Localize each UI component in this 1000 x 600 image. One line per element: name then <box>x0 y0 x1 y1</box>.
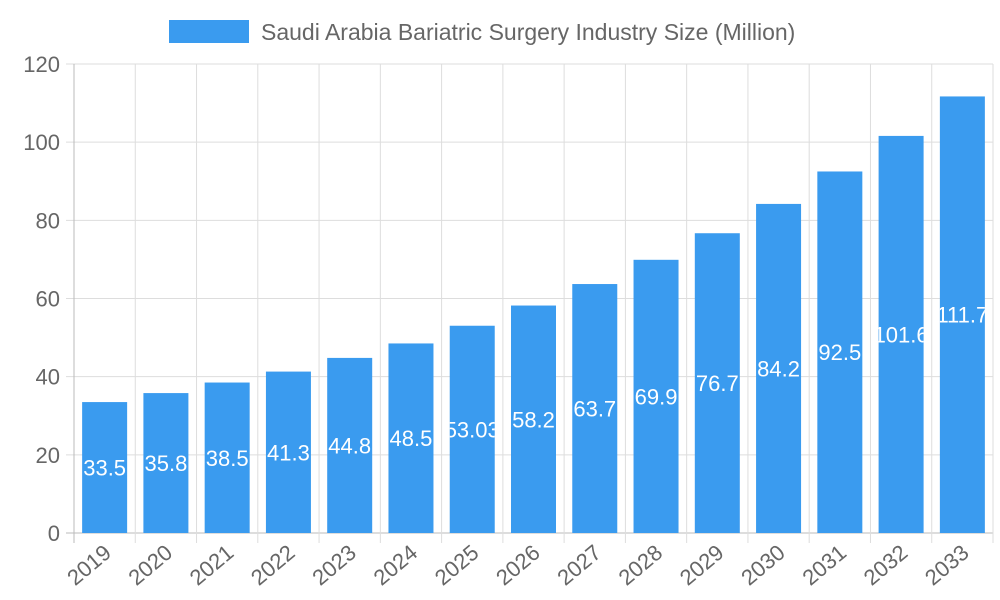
x-tick-label: 2029 <box>675 540 729 591</box>
bar <box>878 135 924 533</box>
bar <box>572 284 618 533</box>
y-tick-label: 20 <box>36 443 60 468</box>
bar-value-label: 33.5 <box>83 456 126 481</box>
y-tick-label: 0 <box>48 521 60 546</box>
bar-value-label: 111.7 <box>936 303 988 328</box>
x-tick-label: 2031 <box>797 540 851 591</box>
x-tick-label: 2030 <box>736 540 790 591</box>
bar <box>633 259 679 533</box>
bar <box>756 203 802 533</box>
x-tick-label: 2027 <box>552 540 606 591</box>
bar-value-label: 101.6 <box>874 322 929 347</box>
x-tick-label: 2023 <box>307 540 361 591</box>
gridlines <box>66 63 994 543</box>
bar <box>449 325 495 533</box>
bar-value-label: 84.2 <box>757 356 800 381</box>
x-tick-label: 2021 <box>185 540 239 591</box>
y-tick-label: 60 <box>36 287 60 312</box>
x-tick-label: 2032 <box>859 540 913 591</box>
x-tick-label: 2022 <box>246 540 300 591</box>
bar <box>327 357 373 533</box>
bar-value-label: 58.2 <box>512 407 555 432</box>
y-tick-label: 100 <box>23 130 60 155</box>
bar-value-label: 92.5 <box>818 340 861 365</box>
bar <box>694 233 740 533</box>
bars: 33.5 35.8 38.5 41.3 44.8 48.5 53.03 58.2 63.7 69.… <box>82 96 988 534</box>
legend-label: Saudi Arabia Bariatric Surgery Industry … <box>261 19 795 45</box>
bar-value-label: 38.5 <box>206 446 249 471</box>
bar <box>82 402 128 533</box>
bar-value-label: 76.7 <box>696 371 739 396</box>
y-tick-label: 120 <box>23 52 60 77</box>
x-tick-label: 2025 <box>430 540 484 591</box>
y-tick-label: 40 <box>36 365 60 390</box>
x-tick-label: 2020 <box>124 540 178 591</box>
x-tick-label: 2028 <box>614 540 668 591</box>
y-tick-label: 80 <box>36 208 60 233</box>
bar <box>939 96 985 534</box>
x-tick-label: 2033 <box>920 540 974 591</box>
bar-value-label: 69.9 <box>635 384 678 409</box>
legend[interactable]: Saudi Arabia Bariatric Surgery Industry … <box>169 19 795 45</box>
bar-value-label: 53.03 <box>445 417 500 442</box>
bar <box>817 171 863 533</box>
bar-value-label: 35.8 <box>144 451 187 476</box>
bar <box>204 382 250 533</box>
bar <box>388 343 434 533</box>
bar <box>143 393 189 533</box>
legend-swatch <box>169 20 249 43</box>
bar-value-label: 63.7 <box>573 397 616 422</box>
bar-value-label: 41.3 <box>267 440 310 465</box>
x-tick-label: 2026 <box>491 540 545 591</box>
bar <box>265 371 311 533</box>
x-tick-label: 2019 <box>62 540 116 591</box>
bar-value-label: 48.5 <box>390 426 433 451</box>
x-tick-label: 2024 <box>369 540 423 591</box>
bar-value-label: 44.8 <box>328 433 371 458</box>
bar <box>511 305 556 533</box>
